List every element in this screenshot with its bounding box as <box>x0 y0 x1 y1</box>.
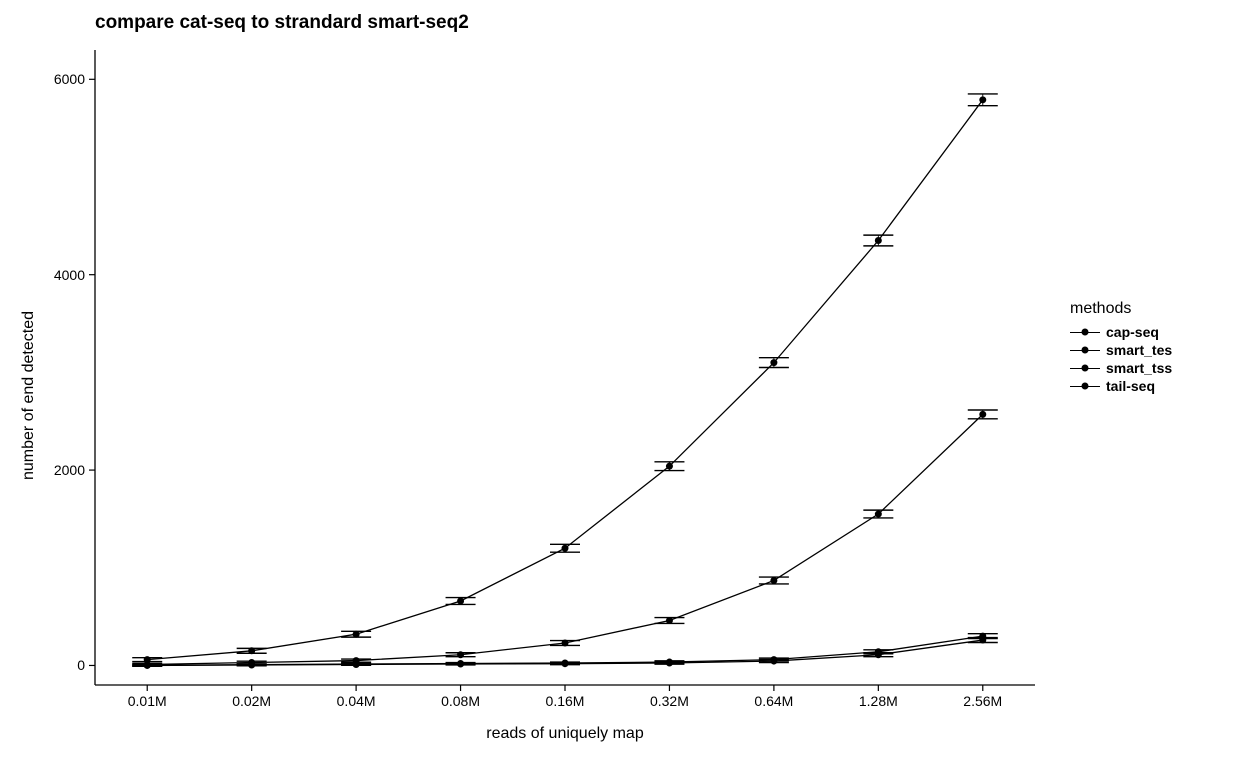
series-point-tail-seq <box>248 659 255 666</box>
series-point-tail-seq <box>457 651 464 658</box>
legend-item-label: cap-seq <box>1106 324 1159 340</box>
series-point-cap-seq <box>353 631 360 638</box>
chart-figure: compare cat-seq to strandard smart-seq2 … <box>0 0 1240 765</box>
legend-item-cap-seq: cap-seq <box>1070 324 1172 340</box>
legend-glyph-icon <box>1070 325 1100 339</box>
x-tick-label: 2.56M <box>953 693 1013 709</box>
x-tick-label: 0.64M <box>744 693 804 709</box>
legend-item-smart_tss: smart_tss <box>1070 360 1172 376</box>
series-point-smart_tss <box>979 633 986 640</box>
series-point-tail-seq <box>979 411 986 418</box>
series-point-cap-seq <box>457 597 464 604</box>
series-point-smart_tss <box>875 648 882 655</box>
series-point-smart_tss <box>457 660 464 667</box>
legend-glyph-icon <box>1070 361 1100 375</box>
series-point-tail-seq <box>562 639 569 646</box>
series-point-cap-seq <box>562 545 569 552</box>
x-tick-label: 0.01M <box>117 693 177 709</box>
y-tick-label: 4000 <box>54 267 85 283</box>
series-point-tail-seq <box>144 661 151 668</box>
legend-item-label: tail-seq <box>1106 378 1155 394</box>
series-point-tail-seq <box>353 657 360 664</box>
x-tick-label: 1.28M <box>848 693 908 709</box>
plot-area <box>0 0 1240 765</box>
y-tick-label: 2000 <box>54 462 85 478</box>
series-point-cap-seq <box>979 96 986 103</box>
series-point-cap-seq <box>248 647 255 654</box>
y-tick-label: 0 <box>77 657 85 673</box>
legend-item-label: smart_tss <box>1106 360 1172 376</box>
series-point-tail-seq <box>875 511 882 518</box>
series-point-smart_tss <box>666 659 673 666</box>
x-tick-label: 0.04M <box>326 693 386 709</box>
series-point-cap-seq <box>875 237 882 244</box>
series-point-tail-seq <box>666 617 673 624</box>
legend-items: cap-seq smart_tes smart_tss tail-seq <box>1070 324 1172 394</box>
series-point-cap-seq <box>770 359 777 366</box>
x-tick-label: 0.02M <box>222 693 282 709</box>
legend-title: methods <box>1070 300 1172 318</box>
legend-glyph-icon <box>1070 379 1100 393</box>
legend: methods cap-seq smart_tes smart_tss tail-se… <box>1070 300 1172 396</box>
series-point-smart_tss <box>770 656 777 663</box>
series-line-cap-seq <box>147 100 983 660</box>
x-tick-label: 0.08M <box>431 693 491 709</box>
x-tick-label: 0.16M <box>535 693 595 709</box>
series-line-tail-seq <box>147 414 983 664</box>
x-tick-label: 0.32M <box>639 693 699 709</box>
series-point-smart_tss <box>562 660 569 667</box>
legend-item-tail-seq: tail-seq <box>1070 378 1172 394</box>
legend-glyph-icon <box>1070 343 1100 357</box>
series-point-tail-seq <box>770 577 777 584</box>
legend-item-smart_tes: smart_tes <box>1070 342 1172 358</box>
legend-item-label: smart_tes <box>1106 342 1172 358</box>
series-point-cap-seq <box>666 463 673 470</box>
y-tick-label: 6000 <box>54 71 85 87</box>
